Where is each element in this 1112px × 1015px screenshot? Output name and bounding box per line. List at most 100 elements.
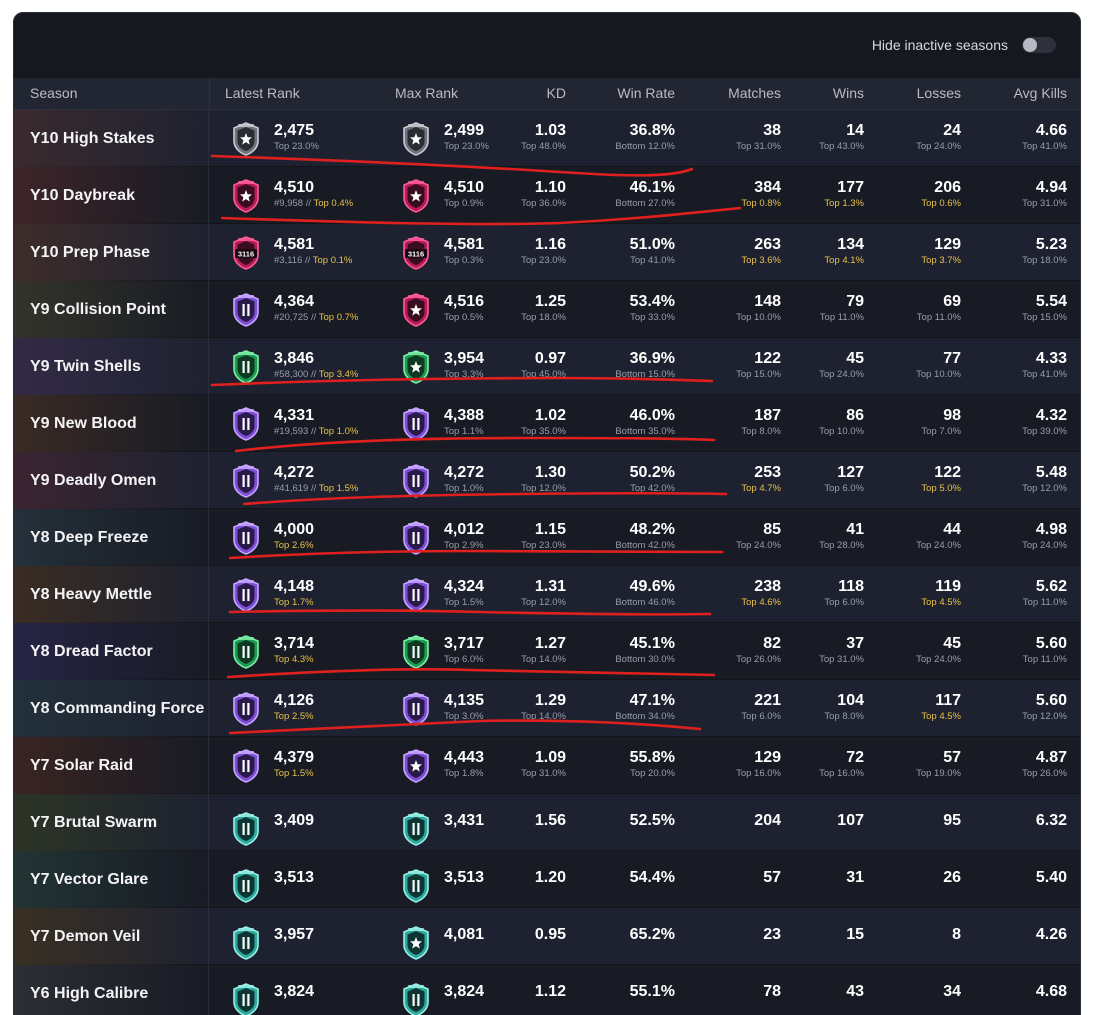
hide-inactive-control[interactable]: Hide inactive seasons [872,37,1056,53]
latest-rank-value: 3,846 [274,350,315,367]
wr-percentile: Bottom 42.0% [615,540,675,551]
kd-cell: 1.03 Top 48.0% [521,122,566,153]
table-row[interactable]: Y7 Vector Glare 3,513 3,513 1.20 [14,851,1080,908]
latest-rank-value: 4,581 [274,236,315,253]
max-rank-cell: 4,135 Top 3.0% [402,692,484,731]
table-row[interactable]: Y9 Deadly Omen 4,272 #41,619 // Top 1.5%… [14,452,1080,509]
matches-percentile: Top 4.7% [741,483,781,494]
table-row[interactable]: Y9 New Blood 4,331 #19,593 // Top 1.0% 4… [14,395,1080,452]
matches-cell: 263 Top 3.6% [741,236,781,267]
season-name-cell: Y9 Twin Shells [14,338,209,395]
max-rank-top: Top 6.0% [444,654,484,665]
table-row[interactable]: Y9 Collision Point 4,364 #20,725 // Top … [14,281,1080,338]
wins-cell: 41 Top 28.0% [819,521,864,552]
avgk-percentile: Top 15.0% [1022,312,1067,323]
matches-percentile: Top 26.0% [736,654,781,665]
matches-value: 57 [763,869,781,886]
kd-cell: 1.31 Top 12.0% [521,578,566,609]
column-avg-kills[interactable]: Avg Kills [1013,85,1067,101]
max-rank-cell: 4,272 Top 1.0% [402,464,484,503]
table-row[interactable]: Y7 Brutal Swarm 3,409 3,431 1.56 [14,794,1080,851]
wr-percentile: Top 20.0% [630,768,675,779]
season-name: Y9 New Blood [30,414,137,432]
hide-inactive-label: Hide inactive seasons [871,37,1008,53]
column-season[interactable]: Season [30,85,78,101]
matches-cell: 221 Top 6.0% [741,692,781,723]
max-rank-top: Top 0.9% [444,198,484,209]
wins-value: 127 [837,464,864,481]
wr-value: 49.6% [629,578,675,595]
losses-percentile: Top 11.0% [916,312,961,323]
losses-cell: 8 [952,926,961,944]
kd-cell: 1.10 Top 36.0% [521,179,566,210]
table-row[interactable]: Y8 Heavy Mettle 4,148 Top 1.7% 4,324 Top… [14,566,1080,623]
table-row[interactable]: Y8 Dread Factor 3,714 Top 4.3% 3,717 Top… [14,623,1080,680]
table-row[interactable]: Y10 Prep Phase 3116 4,581 #3,116 // Top … [14,224,1080,281]
column-matches[interactable]: Matches [728,85,781,101]
avgk-percentile: Top 39.0% [1022,426,1067,437]
hide-inactive-toggle[interactable] [1022,37,1056,53]
rank-badge-icon [232,521,274,560]
table-row[interactable]: Y8 Deep Freeze 4,000 Top 2.6% 4,012 Top … [14,509,1080,566]
losses-value: 206 [934,179,961,196]
avgk-cell: 4.68 [1036,983,1067,1001]
wins-cell: 79 Top 11.0% [820,293,864,324]
kd-value: 1.16 [534,236,566,253]
avgk-value: 5.23 [1035,236,1067,253]
losses-percentile: Top 24.0% [916,141,961,152]
column-losses[interactable]: Losses [916,85,961,101]
column-win-rate[interactable]: Win Rate [617,85,675,101]
wins-cell: 72 Top 16.0% [819,749,864,780]
wr-value: 36.8% [629,122,675,139]
wr-cell: 46.0% Bottom 35.0% [615,407,675,438]
matches-cell: 122 Top 15.0% [736,350,781,381]
losses-cell: 77 Top 10.0% [916,350,961,381]
rank-badge-icon [232,350,274,389]
column-kd[interactable]: KD [546,85,566,101]
kd-value: 1.27 [534,635,566,652]
table-row[interactable]: Y10 Daybreak 4,510 #9,958 // Top 0.4% 4,… [14,167,1080,224]
latest-rank-position: #19,593 [274,426,309,437]
losses-percentile: Top 3.7% [921,255,961,266]
wins-cell: 127 Top 6.0% [824,464,864,495]
losses-cell: 129 Top 3.7% [921,236,961,267]
matches-cell: 85 Top 24.0% [736,521,781,552]
max-rank-cell: 4,510 Top 0.9% [402,179,484,218]
latest-rank-value: 4,364 [274,293,315,310]
table-row[interactable]: Y10 High Stakes 2,475 Top 23.0% 2,499 To… [14,110,1080,167]
table-row[interactable]: Y8 Commanding Force 4,126 Top 2.5% 4,135… [14,680,1080,737]
losses-value: 57 [943,749,961,766]
latest-rank-value: 3,513 [274,869,315,886]
kd-value: 1.15 [534,521,566,538]
avgk-value: 5.62 [1035,578,1067,595]
max-rank-cell: 3,431 [402,812,484,851]
latest-rank-position: #20,725 [274,312,309,323]
column-latest-rank[interactable]: Latest Rank [225,85,300,101]
season-name-cell: Y6 High Calibre [14,965,209,1015]
wins-value: 41 [846,521,864,538]
table-row[interactable]: Y6 High Calibre 3,824 3,824 1.12 [14,965,1080,1015]
column-wins[interactable]: Wins [832,85,864,101]
losses-value: 34 [943,983,961,1000]
kd-percentile: Top 36.0% [521,198,566,209]
avgk-percentile: Top 26.0% [1022,768,1067,779]
losses-cell: 45 Top 24.0% [916,635,961,666]
table-row[interactable]: Y7 Demon Veil 3,957 4,081 0.95 [14,908,1080,965]
season-name-cell: Y9 Collision Point [14,281,209,338]
avgk-percentile: Top 41.0% [1022,141,1067,152]
season-table-body: Y10 High Stakes 2,475 Top 23.0% 2,499 To… [14,110,1080,1015]
max-rank-top: Top 0.3% [444,255,484,266]
rank-badge-icon [402,122,444,161]
wr-value: 45.1% [629,635,675,652]
wins-value: 134 [837,236,864,253]
losses-cell: 44 Top 24.0% [916,521,961,552]
column-max-rank[interactable]: Max Rank [395,85,459,101]
season-name: Y7 Demon Veil [30,927,141,945]
rank-badge-icon [402,869,444,908]
wins-value: 118 [838,578,864,595]
table-row[interactable]: Y9 Twin Shells 3,846 #58,300 // Top 3.4%… [14,338,1080,395]
latest-rank-cell: 4,379 Top 1.5% [232,749,314,788]
avgk-value: 5.40 [1035,869,1067,886]
rank-badge-icon [232,869,274,908]
table-row[interactable]: Y7 Solar Raid 4,379 Top 1.5% 4,443 Top 1… [14,737,1080,794]
